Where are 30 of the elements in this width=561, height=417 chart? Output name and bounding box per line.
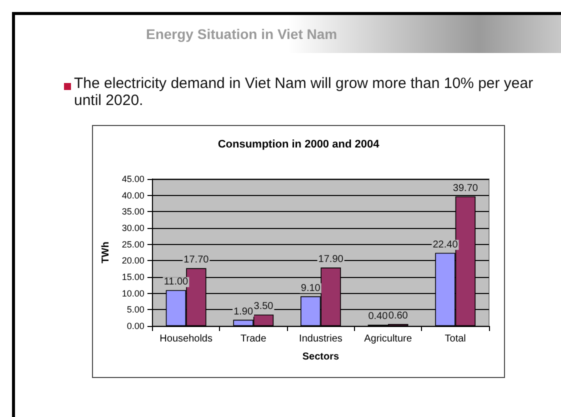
x-tick-label: Agriculture — [364, 334, 412, 344]
data-label: 17.70 — [184, 254, 210, 266]
x-tick-label: Households — [160, 334, 212, 344]
y-tick-label: 15.00 — [122, 272, 144, 282]
data-label: 3.50 — [254, 301, 274, 312]
x-tick-label: Industries — [299, 334, 342, 344]
text: Energy Situation in Viet Nam — [146, 26, 338, 42]
y-tick-label: 20.00 — [122, 256, 144, 266]
data-label: 1.90 — [234, 306, 254, 318]
data-label: 9.10 — [300, 282, 321, 294]
y-tick-label: 30.00 — [122, 223, 144, 233]
y-tick-label: 5.00 — [126, 304, 144, 315]
y-tick-label: 10.00 — [122, 288, 144, 298]
data-label: 11.00 — [164, 276, 189, 288]
y-tick-label: 40.00 — [122, 190, 144, 200]
y-tick-label: 35.00 — [122, 206, 144, 217]
data-label: 0.40 — [368, 311, 388, 322]
y-axis-title: TWh — [100, 242, 112, 264]
data-label: 22.40 — [432, 239, 458, 250]
data-label: 39.70 — [452, 182, 478, 194]
y-tick-label: 25.00 — [122, 239, 144, 250]
data-label: 0.60 — [388, 310, 408, 322]
x-tick-label: Trade — [240, 334, 267, 344]
x-axis-title: Sectors — [302, 352, 340, 362]
data-label: 17.90 — [318, 254, 344, 266]
chart-title: Consumption in 2000 and 2004 — [218, 138, 380, 150]
x-tick-label: Total — [444, 334, 466, 344]
text: The electricity demand in Viet Nam will grow more than 10% per year until 2020. — [74, 75, 534, 109]
y-tick-label: 0.00 — [126, 321, 144, 331]
y-tick-label: 45.00 — [122, 174, 144, 184]
